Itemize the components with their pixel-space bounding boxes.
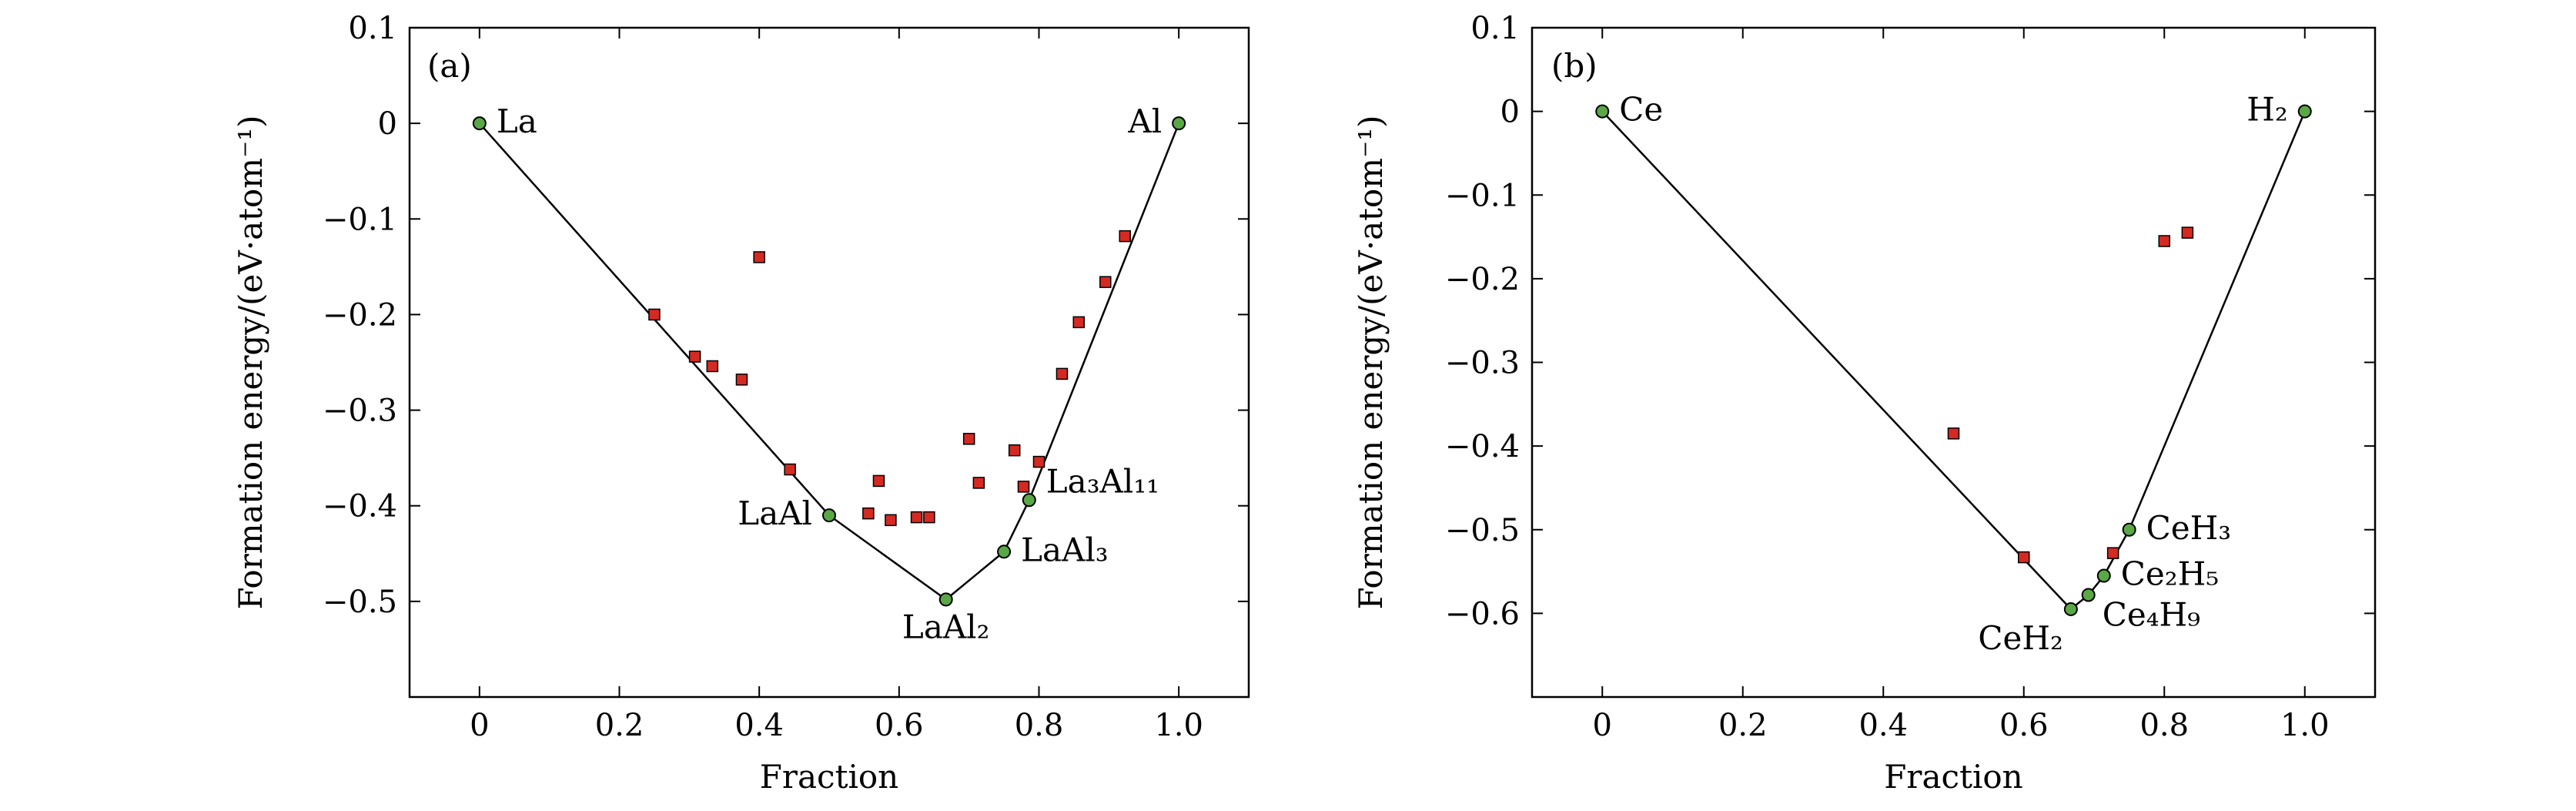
y-tick-label: −0.5 xyxy=(1445,513,1520,548)
unstable-point xyxy=(1119,230,1131,243)
unstable-point xyxy=(972,477,985,489)
unstable-point xyxy=(1017,481,1030,493)
y-axis-title: Formation energy/(eV·atom⁻¹) xyxy=(232,115,269,609)
x-tick-label: 0.4 xyxy=(1858,708,1908,743)
stable-point-label: LaAl xyxy=(738,494,812,532)
y-tick-label: 0 xyxy=(378,106,397,142)
stable-point xyxy=(2096,568,2111,583)
unstable-point xyxy=(885,514,897,527)
plot-frame xyxy=(408,26,1250,699)
unstable-point xyxy=(706,360,719,373)
y-tick-label: −0.1 xyxy=(323,202,397,237)
stable-point xyxy=(822,508,836,523)
y-tick-label: 0.1 xyxy=(348,11,397,46)
x-tick-label: 0.8 xyxy=(1015,708,1064,743)
stable-point xyxy=(1172,116,1186,131)
x-tick-label: 1.0 xyxy=(2280,708,2330,743)
unstable-point xyxy=(2018,551,2030,564)
unstable-point xyxy=(2106,547,2119,559)
panel-label: (a) xyxy=(427,47,472,85)
x-tick-label: 1.0 xyxy=(1154,708,1203,743)
x-tick-label: 0.6 xyxy=(1999,708,2049,743)
y-tick-label: −0.3 xyxy=(323,394,397,429)
y-tick-label: −0.5 xyxy=(323,585,397,620)
stable-point xyxy=(2297,104,2312,119)
unstable-point xyxy=(1947,427,1960,440)
unstable-point xyxy=(1072,316,1086,329)
y-tick-label: −0.1 xyxy=(1445,178,1520,213)
x-axis-title: Fraction xyxy=(760,758,898,796)
stable-point xyxy=(472,116,487,131)
stable-point-label: Ce₄H₉ xyxy=(2103,595,2200,633)
unstable-point xyxy=(1032,455,1045,468)
y-tick-label: −0.6 xyxy=(1445,596,1520,632)
x-tick-label: 0.2 xyxy=(1718,708,1768,743)
unstable-point xyxy=(1099,276,1112,288)
y-tick-label: −0.4 xyxy=(323,489,397,524)
unstable-point xyxy=(735,374,748,386)
stable-point-label: H₂ xyxy=(2246,91,2287,129)
y-tick-label: −0.2 xyxy=(1445,262,1520,297)
stable-point-label: La₃Al₁₁ xyxy=(1046,462,1159,500)
stable-point xyxy=(997,545,1012,559)
unstable-point xyxy=(1008,444,1021,457)
unstable-point xyxy=(862,507,875,520)
stable-point-label: Al xyxy=(1127,102,1162,140)
y-tick-label: 0 xyxy=(1500,95,1520,130)
x-tick-label: 0.2 xyxy=(595,708,644,743)
convex-hull-line xyxy=(1601,110,2306,611)
stable-point xyxy=(938,592,953,607)
x-tick-label: 0.6 xyxy=(875,708,924,743)
stable-point-label: La xyxy=(497,102,537,140)
unstable-point xyxy=(962,433,975,445)
y-axis-title: Formation energy/(eV·atom⁻¹) xyxy=(1352,115,1390,609)
panel-b: 0 0.2 0.4 0.6 0.8 1.0 0.1 0 −0.1 −0.2 −0.3 −0.4 −0.5… xyxy=(1352,11,2377,796)
stable-point-label: LaAl₃ xyxy=(1021,531,1109,568)
y-tick-label: −0.4 xyxy=(1445,429,1520,464)
y-tick-label: −0.2 xyxy=(323,297,397,333)
x-tick-label: 0 xyxy=(1593,708,1612,743)
unstable-point xyxy=(2181,226,2194,239)
stable-point-label: CeH₃ xyxy=(2146,509,2231,547)
stable-point xyxy=(2122,522,2136,537)
unstable-point xyxy=(923,511,935,524)
stable-point xyxy=(2063,602,2078,616)
stable-point xyxy=(1022,493,1036,508)
panel-label: (b) xyxy=(1551,47,1597,85)
stable-point-label: CeH₂ xyxy=(1978,619,2062,657)
convex-hull-line xyxy=(478,122,1180,601)
unstable-point xyxy=(648,308,661,321)
panel-a: 0 0.2 0.4 0.6 0.8 1.0 0.1 0 −0.1 −0.2 −0.3 −0.4 −0.5… xyxy=(232,11,1250,796)
x-tick-label: 0.4 xyxy=(734,708,784,743)
x-tick-label: 0 xyxy=(470,708,489,743)
unstable-point xyxy=(784,463,796,476)
stable-point-label: Ce xyxy=(1619,91,1663,129)
stable-point xyxy=(2081,588,2096,602)
unstable-point xyxy=(2158,235,2170,247)
y-tick-label: 0.1 xyxy=(1470,11,1520,46)
stable-point xyxy=(1595,104,1610,119)
unstable-point xyxy=(910,511,923,524)
unstable-point xyxy=(872,474,885,488)
unstable-point xyxy=(688,350,701,363)
stable-point-label: Ce₂H₅ xyxy=(2121,555,2219,592)
stable-point-label: LaAl₂ xyxy=(902,608,990,645)
unstable-point xyxy=(1055,367,1069,380)
unstable-point xyxy=(753,251,765,263)
x-tick-label: 0.8 xyxy=(2139,708,2189,743)
y-tick-label: −0.3 xyxy=(1445,346,1520,381)
x-axis-title: Fraction xyxy=(1884,758,2022,796)
